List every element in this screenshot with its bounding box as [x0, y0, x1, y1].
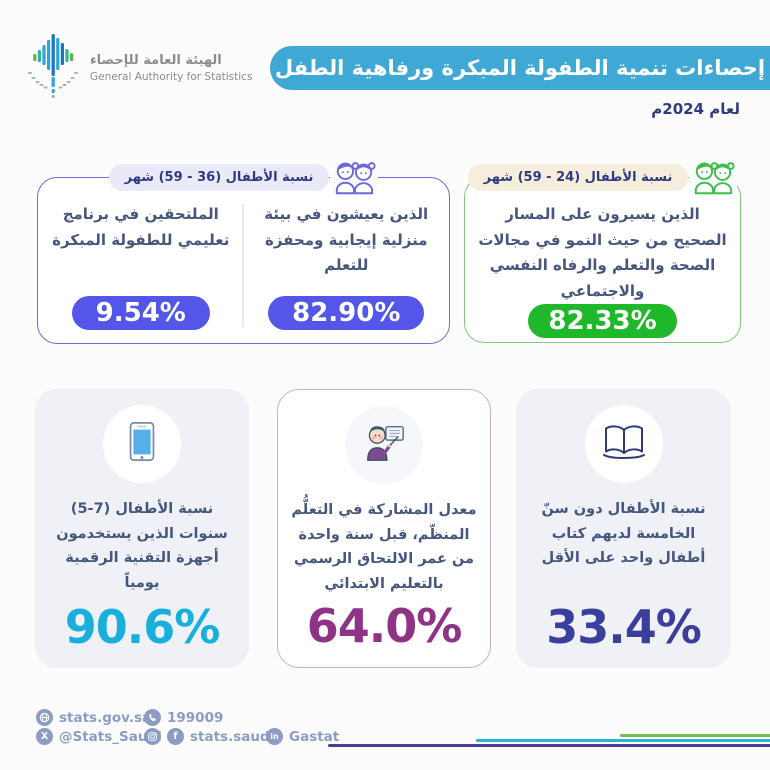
footer-linkedin-label: Gastat — [289, 728, 340, 745]
page-title: إحصاءات تنمية الطفولة المبكرة ورفاهية ال… — [274, 56, 766, 80]
icon-circle — [345, 406, 423, 484]
stat-text: نسبة الأطفال (7-5) سنوات الذين يستخدمون … — [56, 501, 228, 591]
stat-value-pill: 82.90% — [268, 296, 425, 330]
footer-contacts: stats.gov.sa 199009 X @Stats_Saudi — [36, 708, 339, 746]
card-children-books: نسبة الأطفال دون سنّ الخامسة لديهم كتاب … — [516, 389, 731, 668]
footer-social-account[interactable]: f stats.saudi — [144, 728, 274, 745]
globe-icon — [36, 709, 53, 726]
stat-text: الذين يعيشون في بيئة منزلية إيجابية ومحف… — [264, 205, 429, 274]
decorative-line-cyan — [476, 739, 770, 742]
footer-phone-label: 199009 — [167, 709, 224, 726]
stat-value-pill: 9.54% — [71, 296, 210, 330]
stat-text: معدل المشاركة في التعلُّم المنظّم، قبل س… — [291, 502, 477, 592]
stat-value: 90.6% — [64, 600, 221, 654]
stat-text: الملتحقين في برنامج تعليمي للطفولة المبك… — [52, 205, 230, 249]
badge-months-36-59: نسبة الأطفال (36 - 59) شهر — [38, 158, 449, 196]
card-digital-devices: نسبة الأطفال (7-5) سنوات الذين يستخدمون … — [35, 389, 249, 668]
stat-value: 33.4% — [546, 600, 702, 654]
card-months-24-59: نسبة الأطفال (24 - 59) شهر الذين يسيرون … — [464, 158, 741, 343]
badge-label: نسبة الأطفال (36 - 59) شهر — [108, 163, 330, 191]
footer-website[interactable]: stats.gov.sa — [36, 709, 151, 726]
footer-website-label: stats.gov.sa — [59, 709, 152, 726]
icon-circle — [584, 405, 663, 483]
stat-text: نسبة الأطفال دون سنّ الخامسة لديهم كتاب … — [541, 501, 706, 567]
footer-x-label: @Stats_Saudi — [59, 728, 162, 745]
card-organized-learning: معدل المشاركة في التعلُّم المنظّم، قبل س… — [277, 389, 491, 668]
page-title-banner: إحصاءات تنمية الطفولة المبكرة ورفاهية ال… — [270, 46, 770, 90]
children-icon — [330, 158, 379, 196]
stat-text: الذين يسيرون على المسار الصحيح من حيث ال… — [478, 205, 727, 300]
footer-social-label: stats.saudi — [190, 728, 275, 745]
stat-on-track-development: الذين يسيرون على المسار الصحيح من حيث ال… — [465, 178, 740, 342]
stat-early-education: الملتحقين في برنامج تعليمي للطفولة المبك… — [38, 178, 244, 343]
footer-linkedin-account[interactable]: in Gastat — [266, 728, 339, 745]
stat-value: 64.0% — [306, 599, 463, 653]
instagram-icon — [144, 728, 161, 745]
badge-months-24-59: نسبة الأطفال (24 - 59) شهر — [465, 158, 740, 196]
facebook-icon: f — [167, 728, 184, 745]
decorative-line-purple — [328, 744, 770, 747]
badge-label: نسبة الأطفال (24 - 59) شهر — [467, 163, 689, 191]
footer-phone[interactable]: 199009 — [144, 709, 223, 726]
icon-circle — [103, 405, 181, 483]
teacher-icon — [361, 420, 407, 470]
logo-english-name: General Authority for Statistics — [90, 71, 253, 83]
tablet-icon — [121, 419, 163, 469]
gastat-logo-icon — [26, 30, 80, 106]
children-icon — [689, 158, 738, 196]
phone-icon — [144, 709, 161, 726]
footer-x-account[interactable]: X @Stats_Saudi — [36, 728, 162, 745]
column-divider — [242, 204, 244, 327]
linkedin-icon: in — [266, 728, 283, 745]
stat-value-pill: 82.33% — [528, 304, 677, 338]
decorative-line-green — [620, 734, 770, 737]
x-icon: X — [36, 728, 53, 745]
book-icon — [601, 422, 647, 466]
year-label: لعام 2024م — [651, 100, 740, 118]
stat-positive-home: الذين يعيشون في بيئة منزلية إيجابية ومحف… — [244, 178, 450, 343]
card-months-36-59: نسبة الأطفال (36 - 59) شهر الذين يعيشون … — [37, 158, 450, 344]
logo-arabic-name: الهيئة العامة للإحصاء — [90, 53, 222, 68]
gastat-logo: الهيئة العامة للإحصاء General Authority … — [26, 30, 252, 106]
